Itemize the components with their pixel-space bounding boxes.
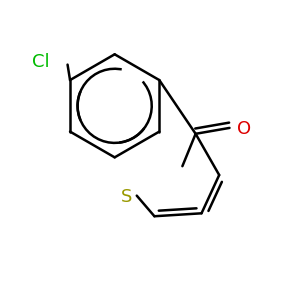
Text: O: O <box>237 120 251 138</box>
Text: Cl: Cl <box>32 53 50 71</box>
Text: S: S <box>121 188 132 206</box>
